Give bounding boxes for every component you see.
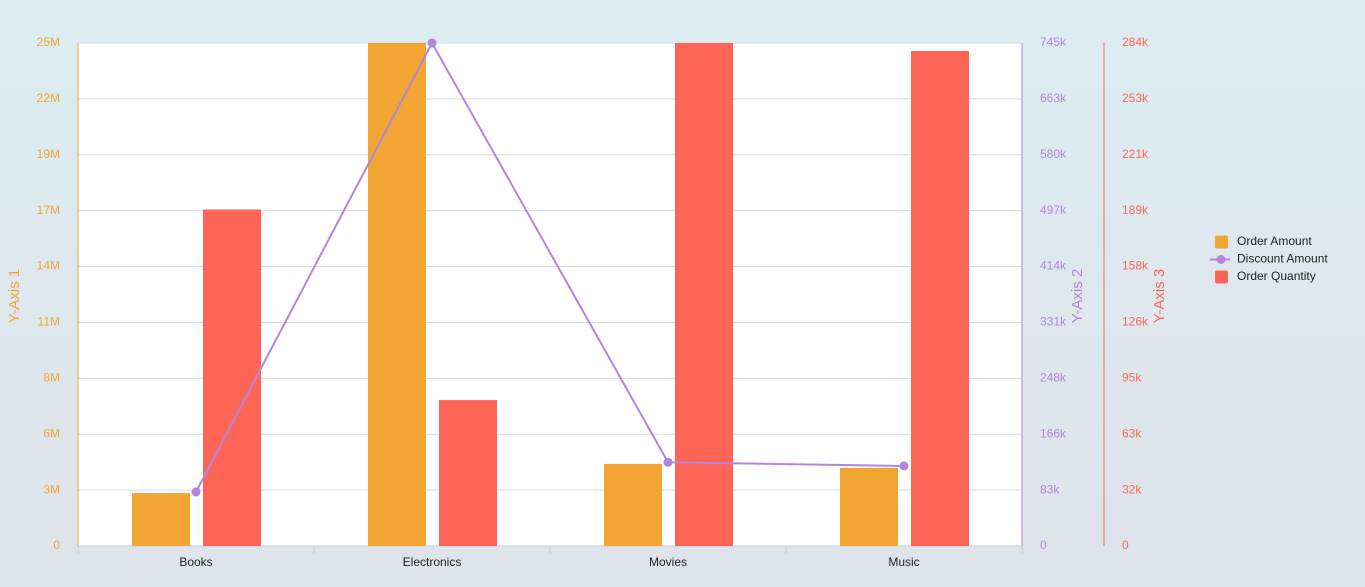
x-tick-label: Books — [179, 555, 212, 569]
legend-marker — [1216, 255, 1226, 264]
x-tick-label: Music — [888, 555, 919, 569]
y-tick-label: 189k — [1122, 203, 1149, 217]
y-tick-label: 14M — [37, 259, 60, 273]
axis-title: Y-Axis 1 — [6, 269, 23, 323]
legend-marker — [1215, 235, 1228, 249]
y-tick-label: 63k — [1122, 426, 1142, 440]
legend-label[interactable]: Order Amount — [1237, 234, 1312, 248]
point — [427, 38, 437, 48]
bar — [840, 467, 898, 546]
y-tick-label: 32k — [1122, 482, 1142, 496]
y-tick-label: 3M — [43, 482, 60, 496]
y-tick-label: 331k — [1040, 315, 1067, 329]
y-tick-label: 0 — [1122, 538, 1129, 552]
bar — [911, 50, 969, 547]
y-tick-label: 166k — [1040, 426, 1067, 440]
bar — [439, 400, 497, 546]
point — [191, 487, 201, 497]
y-tick-label: 6M — [43, 426, 60, 440]
bar — [675, 43, 733, 546]
y-tick-label: 25M — [37, 35, 60, 49]
y-tick-label: 221k — [1122, 147, 1149, 161]
y-tick-label: 745k — [1040, 35, 1067, 49]
y-tick-label: 0 — [53, 538, 60, 552]
axis-title: Y-Axis 2 — [1069, 269, 1086, 323]
x-tick-label: Electronics — [403, 555, 462, 569]
y-tick-label: 126k — [1122, 315, 1149, 329]
y-tick-label: 414k — [1040, 259, 1067, 273]
line — [195, 40, 905, 493]
y-tick-label: 95k — [1122, 371, 1142, 385]
bar — [132, 493, 190, 546]
point — [899, 461, 909, 471]
y-tick-label: 0 — [1040, 538, 1047, 552]
y-tick-label: 8M — [43, 371, 60, 385]
legend-marker — [1215, 270, 1228, 284]
legend-label[interactable]: Order Quantity — [1237, 269, 1316, 283]
y-tick-label: 11M — [38, 315, 60, 329]
y-tick-label: 158k — [1122, 259, 1149, 273]
legend-label[interactable]: Discount Amount — [1237, 252, 1328, 266]
y-tick-label: 248k — [1040, 371, 1067, 385]
bar — [368, 43, 426, 546]
x-tick-label: Movies — [649, 555, 687, 569]
y-tick-label: 497k — [1040, 203, 1067, 217]
y-tick-label: 253k — [1122, 91, 1149, 105]
bar — [604, 463, 662, 546]
bar — [203, 209, 261, 547]
axis-title: Y-Axis 3 — [1151, 269, 1168, 323]
y-tick-label: 19M — [37, 147, 60, 161]
y-tick-label: 580k — [1040, 147, 1067, 161]
y-tick-label: 83k — [1040, 482, 1060, 496]
y-tick-label: 663k — [1040, 91, 1067, 105]
point — [663, 457, 673, 467]
y-tick-label: 22M — [37, 91, 60, 105]
y-tick-label: 284k — [1122, 35, 1149, 49]
y-tick-label: 17M — [37, 203, 60, 217]
